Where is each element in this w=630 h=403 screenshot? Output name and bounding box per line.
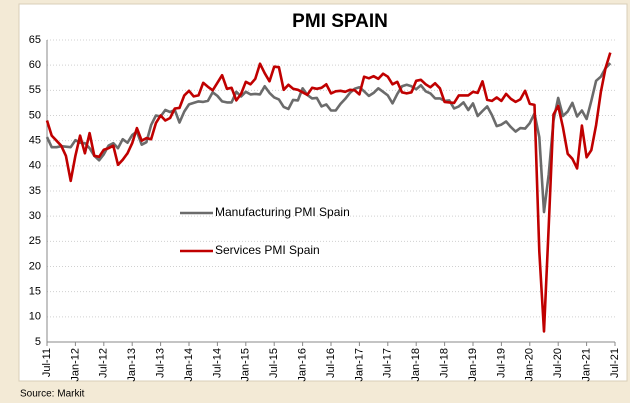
y-tick-label: 15 (29, 286, 41, 298)
x-tick-label: Jul-16 (325, 348, 337, 378)
x-tick-label: Jan-19 (467, 348, 479, 382)
line-series (45, 62, 612, 214)
x-tick-label: Jul-19 (495, 348, 507, 378)
y-tick-label: 45 (29, 135, 41, 147)
x-tick-label: Jul-12 (98, 348, 110, 378)
source: Source: Markit (20, 389, 85, 400)
chart-title: PMI SPAIN (292, 11, 388, 32)
x-tick-label: Jan-20 (524, 348, 536, 382)
y-tick-label: 20 (29, 260, 41, 272)
y-tick-label: 30 (29, 210, 41, 222)
legend-label: Services PMI Spain (215, 243, 320, 257)
y-tick-label: 35 (29, 185, 41, 197)
y-tick-label: 10 (29, 311, 41, 323)
x-tick-label: Jan-13 (126, 348, 138, 382)
x-tick-label: Jan-21 (581, 348, 593, 382)
y-tick-label: 40 (29, 160, 41, 172)
legend-label: Manufacturing PMI Spain (215, 205, 350, 219)
x-tick-label: Jan-12 (69, 348, 81, 382)
x-tick-label: Jul-21 (609, 348, 621, 378)
x-tick-label: Jan-16 (297, 348, 309, 382)
plot-frame (18, 3, 628, 382)
x-tick-label: Jul-17 (382, 348, 394, 378)
x-tick-label: Jan-17 (353, 348, 365, 382)
y-tick-label: 5 (35, 336, 41, 348)
line-series (45, 52, 612, 333)
x-tick-label: Jan-15 (240, 348, 252, 382)
x-tick-label: Jan-18 (410, 348, 422, 382)
y-tick-label: 50 (29, 109, 41, 121)
x-tick-label: Jan-14 (183, 348, 195, 382)
y-tick-label: 65 (29, 34, 41, 46)
y-tick-label: 60 (29, 59, 41, 71)
y-tick-label: 55 (29, 84, 41, 96)
x-tick-label: Jul-14 (211, 348, 223, 378)
y-tick-label: 25 (29, 235, 41, 247)
x-tick-label: Jul-18 (439, 348, 451, 378)
x-tick-label: Jul-11 (41, 348, 53, 377)
x-tick-label: Jul-15 (268, 348, 280, 378)
x-tick-label: Jul-20 (552, 348, 564, 378)
x-tick-label: Jul-13 (155, 348, 167, 378)
